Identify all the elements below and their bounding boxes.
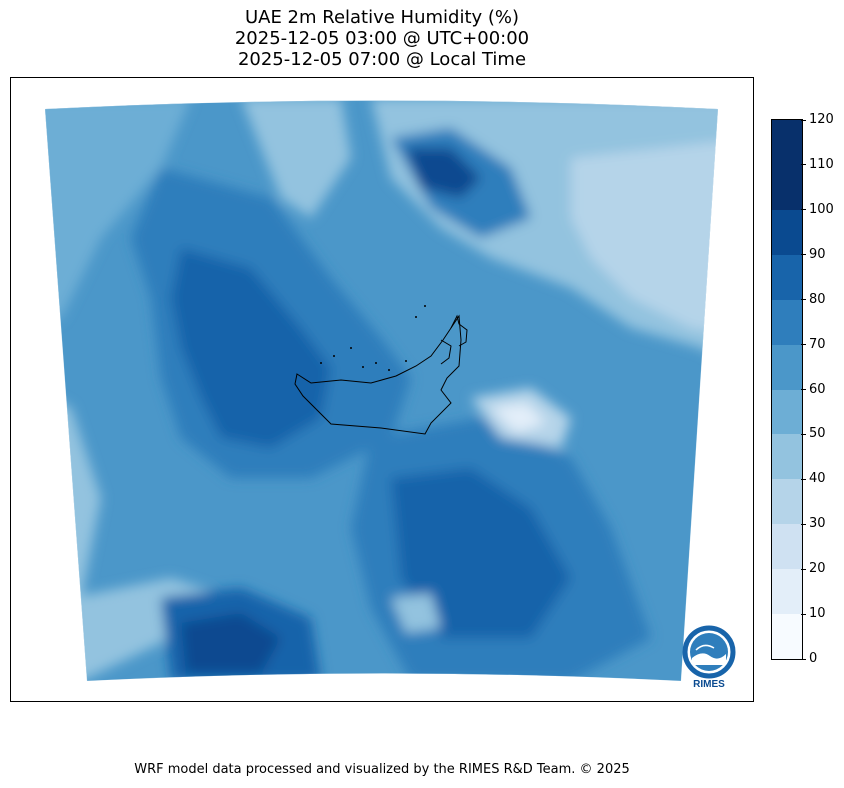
humidity-field	[45, 100, 718, 681]
colorbar-tick-label: 100	[809, 201, 834, 217]
colorbar-tick	[801, 389, 806, 390]
title-line-1: UAE 2m Relative Humidity (%)	[244, 7, 520, 28]
colorbar-tick	[801, 568, 806, 570]
colorbar-segment	[772, 569, 802, 615]
colorbar-segment	[772, 389, 802, 435]
colorbar-tick	[801, 299, 806, 301]
colorbar-segment	[772, 614, 802, 659]
colorbar-tick-label: 80	[809, 291, 826, 307]
colorbar-tick	[801, 344, 806, 346]
map-frame	[10, 77, 754, 702]
humid-north-core	[406, 148, 481, 198]
humid-sw-core	[181, 613, 281, 673]
humid-gulf-core	[171, 248, 331, 448]
uae-boundary	[294, 314, 462, 435]
colorbar-tick-label: 50	[809, 426, 826, 442]
colorbar-segment	[772, 254, 802, 300]
footer-credit: WRF model data processed and visualized …	[134, 762, 630, 777]
title-line-2: 2025-12-05 03:00 @ UTC+00:00	[234, 28, 530, 49]
title-line-3: 2025-12-05 07:00 @ Local Time	[237, 49, 527, 70]
colorbar-tick	[801, 478, 806, 480]
colorbar	[771, 119, 803, 660]
colorbar-segment	[772, 209, 802, 255]
colorbar-tick	[801, 254, 806, 256]
colorbar-tick	[801, 433, 806, 435]
colorbar-segment	[772, 120, 802, 165]
humidity-map	[44, 100, 719, 682]
colorbar-tick	[801, 658, 806, 660]
dry-patch-top	[241, 100, 351, 218]
colorbar-tick-label: 120	[809, 112, 834, 127]
colorbar-tick-label: 90	[809, 246, 826, 262]
colorbar-tick	[801, 119, 806, 121]
colorbar-tick-label: 40	[809, 471, 826, 487]
colorbar-segment	[772, 344, 802, 390]
dry-patch-oman-core	[491, 403, 546, 433]
colorbar-tick	[801, 613, 806, 615]
colorbar-segment	[772, 164, 802, 210]
colorbar-tick	[801, 523, 806, 525]
colorbar-tick-label: 70	[809, 336, 826, 352]
colorbar-segment	[772, 299, 802, 345]
logo-text: RIMES	[693, 679, 725, 690]
oman-musandam-boundary	[440, 314, 468, 365]
colorbar-tick	[801, 209, 806, 211]
coastal-islands	[320, 305, 426, 371]
colorbar-tick-label: 20	[809, 561, 826, 577]
colorbar-tick-label: 10	[809, 606, 826, 622]
colorbar-tick-label: 110	[809, 156, 834, 172]
colorbar-tick-label: 30	[809, 516, 826, 532]
colorbar-segment	[772, 479, 802, 525]
colorbar-segment	[772, 434, 802, 480]
colorbar-tick	[801, 164, 806, 166]
colorbar-tick-label: 0	[809, 651, 818, 666]
map-title: UAE 2m Relative Humidity (%) 2025-12-05 …	[10, 7, 754, 70]
rimes-logo: RIMES	[676, 620, 742, 690]
dry-patch-inland	[391, 593, 441, 633]
humid-south-core	[391, 468, 571, 638]
colorbar-tick-label: 60	[809, 381, 826, 397]
colorbar-segment	[772, 524, 802, 570]
